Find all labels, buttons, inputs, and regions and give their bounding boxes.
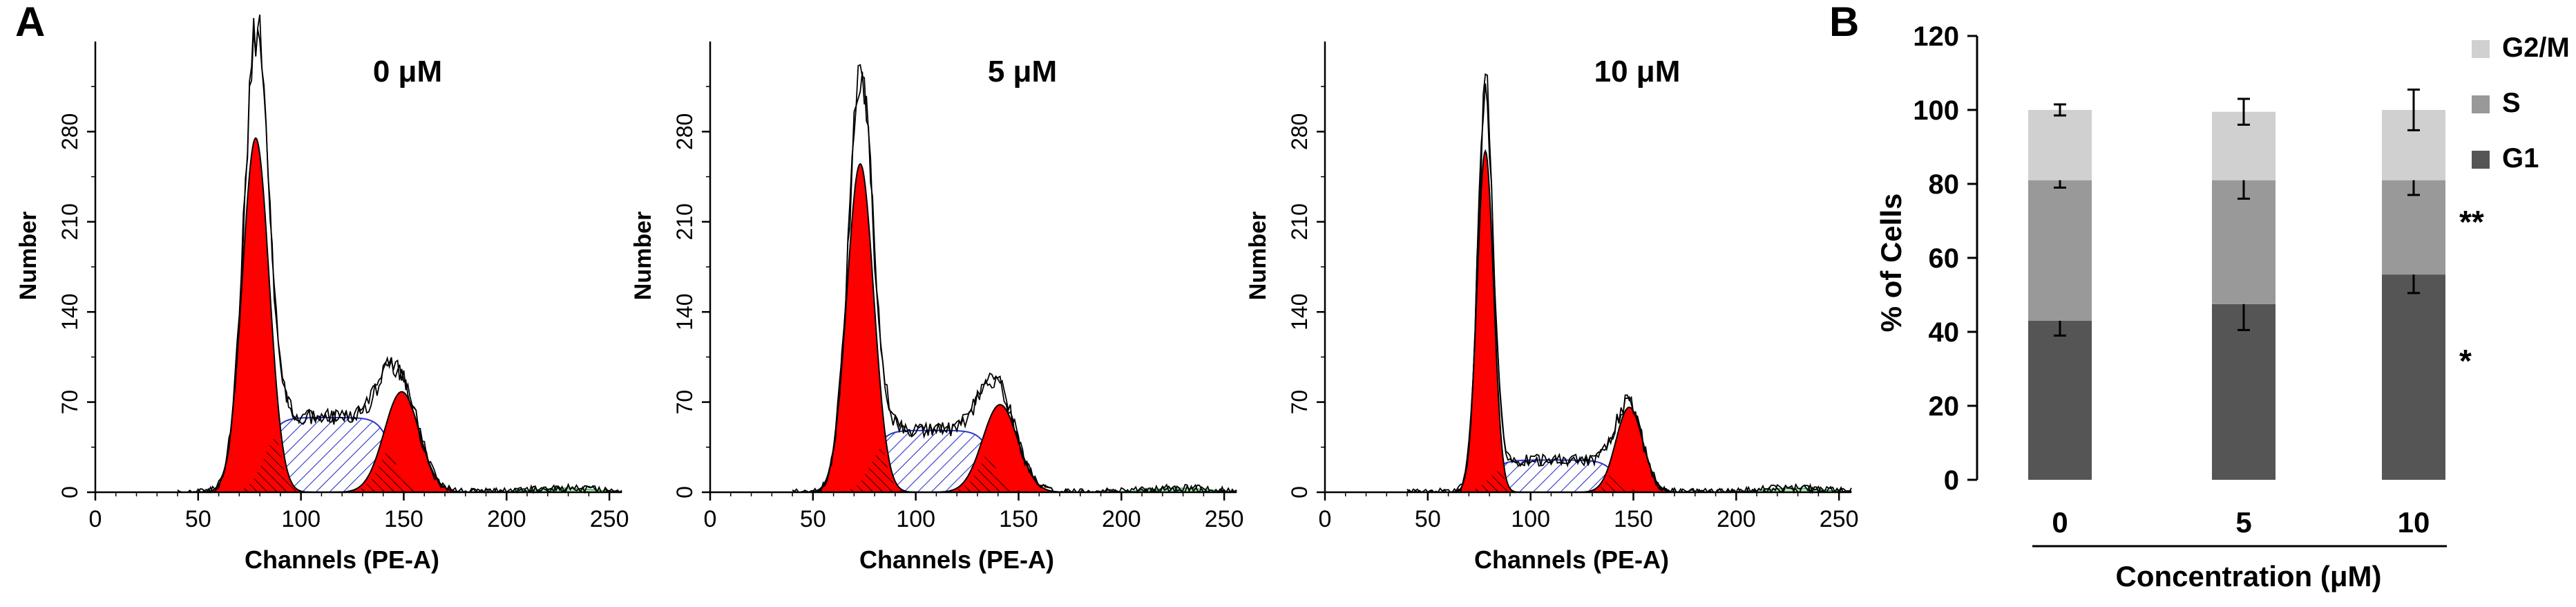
y-axis-label: Number (1245, 212, 1271, 300)
x-axis-label: Channels (PE-A) (859, 545, 1054, 574)
legend-label: G2/M (2502, 32, 2570, 63)
overlap-hatch (808, 445, 1062, 492)
x-tick-label: 0 (89, 506, 102, 532)
y-tick-label: 140 (672, 294, 697, 330)
y-tick-label: 0 (1944, 465, 1959, 496)
y-tick-label: 120 (1913, 21, 1959, 52)
legend-swatch (2472, 95, 2490, 113)
x-tick-label: 0 (704, 506, 717, 532)
raw-trace (1406, 73, 1852, 494)
x-tick-label: 200 (487, 506, 526, 532)
y-tick-label: 70 (672, 390, 697, 415)
histogram-title: 5 μM (988, 55, 1057, 88)
legend-label: G1 (2502, 143, 2539, 174)
histogram-5um: 5 μM Channels (PE-A) Number 0 50 100 150 200… (630, 41, 1244, 574)
x-tick-label: 250 (590, 506, 629, 532)
bar-g1-10 (2382, 274, 2445, 480)
y-tick-label: 210 (1287, 203, 1312, 240)
x-tick-label: 200 (1102, 506, 1141, 532)
x-tick-label: 200 (1717, 506, 1756, 532)
x-tick-label: 100 (896, 506, 935, 532)
raw-trace (177, 28, 622, 494)
y-tick-label: 0 (672, 486, 697, 498)
legend-swatch (2472, 40, 2490, 58)
y-tick-label: 20 (1929, 391, 1960, 422)
y-tick-label: 210 (57, 203, 82, 240)
y-tick-label: 80 (1929, 169, 1960, 200)
x-tick-label: 150 (1614, 506, 1653, 532)
legend: G2/M S G1 (2472, 32, 2570, 174)
x-tick-label: 50 (185, 506, 211, 532)
significance-marker: ** (2459, 204, 2484, 240)
y-tick-label: 60 (1929, 243, 1960, 274)
x-tick-label: 150 (384, 506, 423, 532)
overlap-hatch (204, 434, 464, 492)
x-tick-label: 50 (800, 506, 826, 532)
histogram-0um: 0 μM Channels (PE-A) Number 0 50 100 150 200… (15, 14, 629, 574)
x-tick-label: 5 (2235, 506, 2251, 539)
panel-label-b: B (1829, 0, 1859, 45)
x-tick-label: 50 (1415, 506, 1441, 532)
overlap-hatch (1433, 467, 1691, 492)
y-tick-label: 140 (1287, 294, 1312, 330)
histogram-title: 10 μM (1594, 55, 1681, 88)
histogram-10um: 10 μM Channels (PE-A) Number 0 50 100 150 20… (1245, 41, 1859, 574)
x-tick-label: 0 (2052, 506, 2068, 539)
y-axis-label: Number (630, 212, 656, 300)
g1-peak (799, 162, 922, 493)
bar-g1-0 (2028, 320, 2092, 480)
raw-trace (177, 14, 622, 494)
bar-g1-5 (2212, 304, 2276, 480)
legend-swatch (2472, 151, 2490, 169)
x-axis-label: Channels (PE-A) (245, 545, 439, 574)
y-tick-label: 100 (1913, 95, 1959, 126)
y-tick-label: 210 (672, 203, 697, 240)
panel-label-a: A (15, 0, 45, 45)
y-axis-label: % of Cells (1875, 194, 1907, 333)
y-tick-label: 280 (1287, 113, 1312, 150)
x-tick-label: 250 (1205, 506, 1244, 532)
y-tick-label: 70 (1287, 390, 1312, 415)
y-tick-label: 140 (57, 294, 82, 330)
y-tick-label: 40 (1929, 317, 1960, 348)
legend-label: S (2502, 88, 2521, 118)
bar-g2m-0 (2028, 110, 2092, 180)
raw-trace (1406, 83, 1852, 494)
stacked-bar-chart: % of Cells Concentration (μM) G2/M S G1 0 2… (1875, 21, 2570, 592)
x-tick-label: 0 (1319, 506, 1332, 532)
raw-trace (792, 64, 1237, 494)
bar-s-5 (2212, 180, 2276, 304)
y-tick-label: 70 (57, 390, 82, 415)
bar-s-0 (2028, 180, 2092, 321)
x-tick-label: 150 (999, 506, 1038, 532)
x-tick-label: 100 (1511, 506, 1550, 532)
y-axis-label: Number (15, 212, 41, 300)
significance-marker: * (2459, 343, 2472, 379)
g1-peak (1423, 149, 1547, 493)
y-tick-label: 280 (672, 113, 697, 150)
x-tick-label: 100 (281, 506, 321, 532)
x-axis-label: Concentration (μM) (2116, 560, 2382, 592)
y-tick-label: 0 (57, 486, 82, 498)
histogram-title: 0 μM (373, 55, 442, 88)
y-tick-label: 280 (57, 113, 82, 150)
x-tick-label: 10 (2398, 506, 2430, 539)
y-tick-label: 0 (1287, 486, 1312, 498)
x-axis-label: Channels (PE-A) (1474, 545, 1669, 574)
x-tick-label: 250 (1820, 506, 1859, 532)
